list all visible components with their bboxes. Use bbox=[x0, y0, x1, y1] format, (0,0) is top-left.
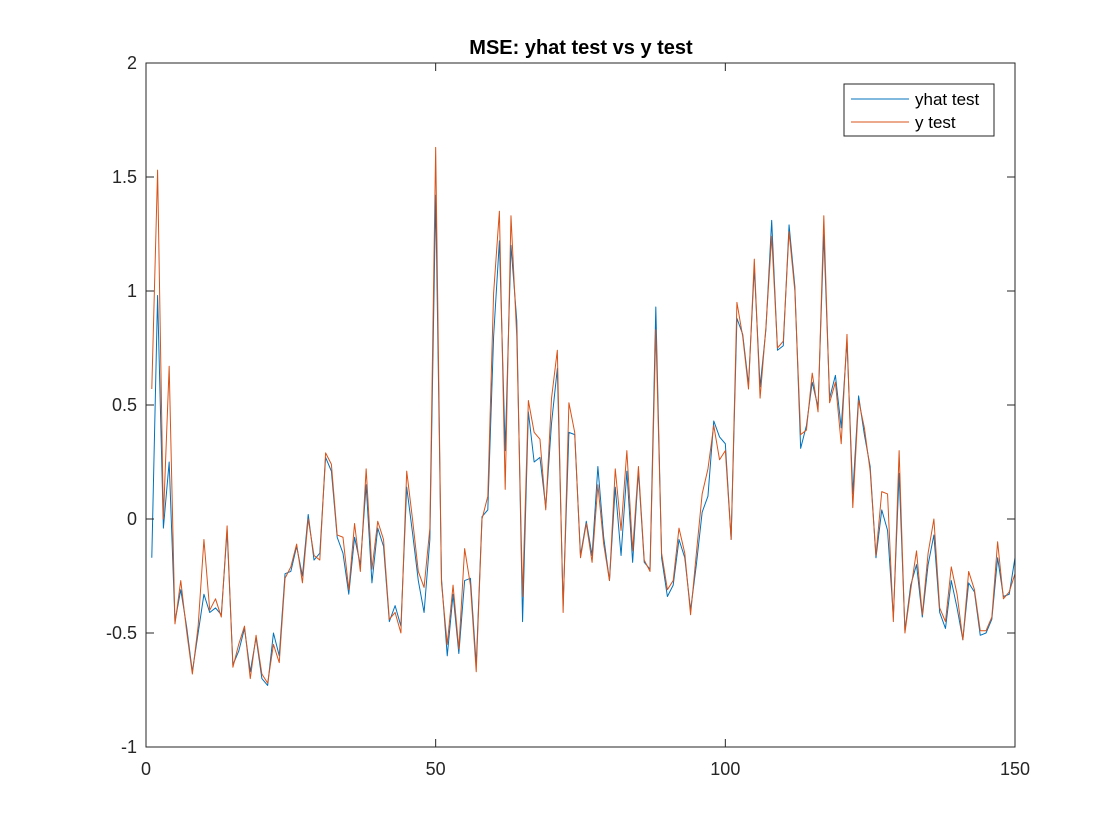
y-tick-label: -1 bbox=[121, 737, 137, 757]
y-tick-label: 2 bbox=[127, 53, 137, 73]
axes: 0 50 100 150 -1 -0.5 0 0.5 1 1.5 2 bbox=[106, 53, 1030, 779]
legend-box bbox=[843, 83, 995, 137]
y-tick-label: -0.5 bbox=[106, 623, 137, 643]
chart-title: MSE: yhat test vs y test bbox=[469, 37, 693, 59]
y-tick-label: 0.5 bbox=[112, 395, 137, 415]
y-tick-label: 1.5 bbox=[112, 167, 137, 187]
legend-label-y-test: y test bbox=[915, 113, 956, 132]
plot-area bbox=[146, 63, 1015, 747]
x-tick-label: 50 bbox=[426, 759, 446, 779]
y-tick-label: 0 bbox=[127, 509, 137, 529]
series-line-y-test bbox=[151, 146, 1016, 684]
series-layer bbox=[151, 146, 1016, 686]
x-tick-label: 150 bbox=[1000, 759, 1030, 779]
x-tick-label: 0 bbox=[141, 759, 151, 779]
legend-label-yhat-test: yhat test bbox=[915, 90, 980, 109]
x-tick-label: 100 bbox=[710, 759, 740, 779]
y-tick-label: 1 bbox=[127, 281, 137, 301]
legend: yhat test y test bbox=[843, 83, 995, 137]
